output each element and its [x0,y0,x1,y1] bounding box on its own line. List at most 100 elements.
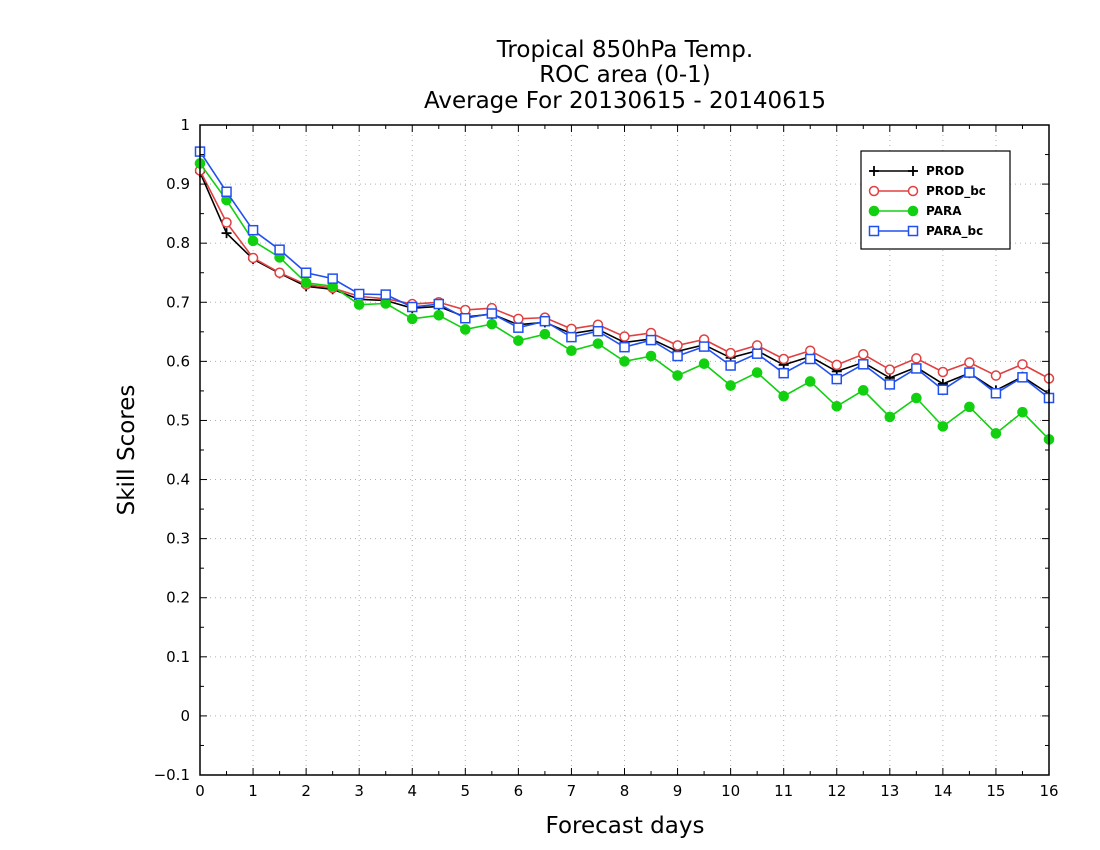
data-point-PROD_bc [858,349,869,360]
data-point-PARA_bc [858,359,869,370]
x-tick-label: 4 [407,782,417,800]
x-tick-label: 14 [933,782,952,800]
data-point-PARA [831,400,843,412]
legend-marker-left [868,185,880,197]
data-point-PARA_bc [380,289,391,300]
y-tick-label: 0.1 [166,648,190,666]
data-point-PARA [353,299,365,310]
legend-marker-right [908,166,918,176]
x-tick-label: 13 [880,782,899,800]
y-tick-label: 0.8 [166,234,190,252]
data-point-PARA_bc [1017,372,1028,383]
data-point-PARA_bc [645,334,657,346]
x-tick-label: 9 [673,782,683,800]
series-PARA_bc [194,146,1055,404]
data-point-PARA_bc [964,367,975,378]
legend-entry-PROD_bc: PROD_bc [868,184,986,199]
chart-title: Tropical 850hPa Temp. ROC area (0-1) Ave… [424,37,826,114]
title-line-2: ROC area (0-1) [539,62,711,88]
data-point-PARA_bc [221,186,232,198]
data-point-PARA_bc [592,325,604,337]
legend-marker-left [868,205,880,217]
x-tick-label: 7 [567,782,577,800]
data-point-PARA [380,298,392,309]
data-point-PROD_bc [247,252,259,264]
y-tick-label: 0.7 [166,293,190,311]
y-tick-label: 0.5 [166,411,190,429]
tick-labels: 0 1 2 3 4 5 6 7 8 9 10 11 12 13 14 15 16−0.100.10.20.30.… [154,116,1059,800]
legend-marker-right [907,185,919,197]
data-point-PARA_bc [433,298,445,310]
x-tick-label: 0 [195,782,205,800]
data-point-PARA_bc [327,273,338,284]
data-point-PARA_bc [566,331,577,343]
data-point-PROD_bc [274,267,285,278]
data-point-PARA [964,401,975,413]
legend-label: PARA [926,204,962,218]
legend-box [860,150,1011,250]
data-point-PARA [778,390,789,402]
grid [200,125,1049,775]
legend: PROD PROD_bc PARA PARA_bc [860,150,1011,250]
data-point-PARA_bc [353,288,365,300]
y-tick-label: 0.2 [166,589,190,607]
data-point-PARA_bc [831,373,842,385]
data-point-PARA_bc [460,312,471,324]
data-point-PARA_bc [725,360,736,371]
data-point-PARA_bc [274,244,285,255]
x-tick-label: 16 [1039,782,1058,800]
data-point-PARA_bc [911,363,922,374]
y-tick-label: 0.9 [166,175,190,193]
data-point-PARA [751,367,763,378]
data-point-PARA [857,385,869,396]
data-point-PARA [804,376,816,387]
data-point-PROD_bc [937,366,949,378]
title-line-3: Average For 20130615 - 20140615 [424,88,826,114]
legend-entry-PROD: PROD [869,164,964,178]
data-point-PROD_bc [672,340,683,351]
data-point-PARA [486,318,498,330]
data-point-PROD_bc [884,364,896,375]
data-point-PARA [433,309,445,321]
y-tick-label: 1 [180,116,190,134]
series-PARA [194,158,1055,445]
y-tick-label: 0.4 [166,471,190,489]
title-line-1: Tropical 850hPa Temp. [496,37,753,63]
legend-marker-left [869,166,879,176]
legend-label: PROD [926,164,964,178]
data-point-PARA [725,380,736,391]
data-point-PARA_bc [778,367,789,379]
y-tick-label: −0.1 [154,766,190,784]
legend-label: PARA_bc [926,224,983,239]
data-point-PARA_bc [751,348,763,359]
legend-marker-left [868,225,880,237]
data-point-PROD_bc [725,347,736,359]
legend-label: PROD_bc [926,184,986,199]
y-tick-label: 0.6 [166,352,190,370]
data-point-PARA [698,358,710,370]
x-tick-label: 2 [301,782,311,800]
data-point-PROD_bc [964,357,975,368]
data-point-PROD_bc [221,217,232,228]
data-point-PROD_bc [513,313,524,325]
data-point-PARA_bc [804,353,816,365]
data-point-PARA [539,328,551,340]
data-point-PARA [884,411,896,423]
data-point-PARA_bc [884,379,896,390]
data-point-PARA [406,313,418,325]
data-point-PARA [990,428,1002,439]
data-point-PARA_bc [486,308,498,319]
data-point-PARA_bc [990,388,1002,399]
data-point-PARA [513,335,524,346]
x-tick-label: 10 [721,782,740,800]
data-point-PROD_bc [778,353,789,365]
data-point-PROD_bc [831,359,842,371]
x-tick-label: 6 [514,782,524,800]
y-tick-label: 0 [180,707,190,725]
data-point-PARA_bc [539,315,551,327]
data-point-PARA [911,392,922,404]
y-tick-label: 0.3 [166,530,190,548]
legend-marker-right [907,225,919,237]
x-tick-label: 11 [774,782,793,800]
